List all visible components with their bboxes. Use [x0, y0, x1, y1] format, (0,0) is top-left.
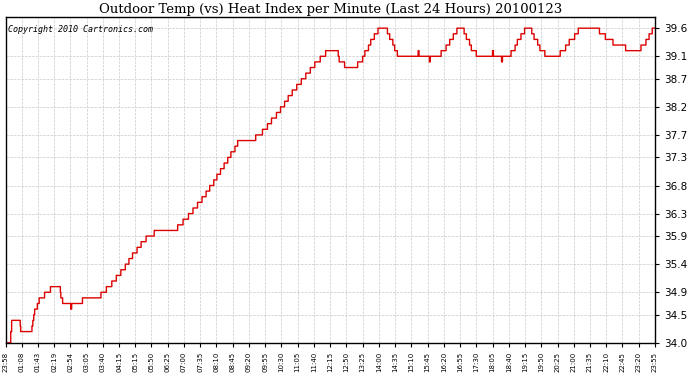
- Text: Copyright 2010 Cartronics.com: Copyright 2010 Cartronics.com: [8, 25, 152, 34]
- Title: Outdoor Temp (vs) Heat Index per Minute (Last 24 Hours) 20100123: Outdoor Temp (vs) Heat Index per Minute …: [99, 3, 562, 16]
